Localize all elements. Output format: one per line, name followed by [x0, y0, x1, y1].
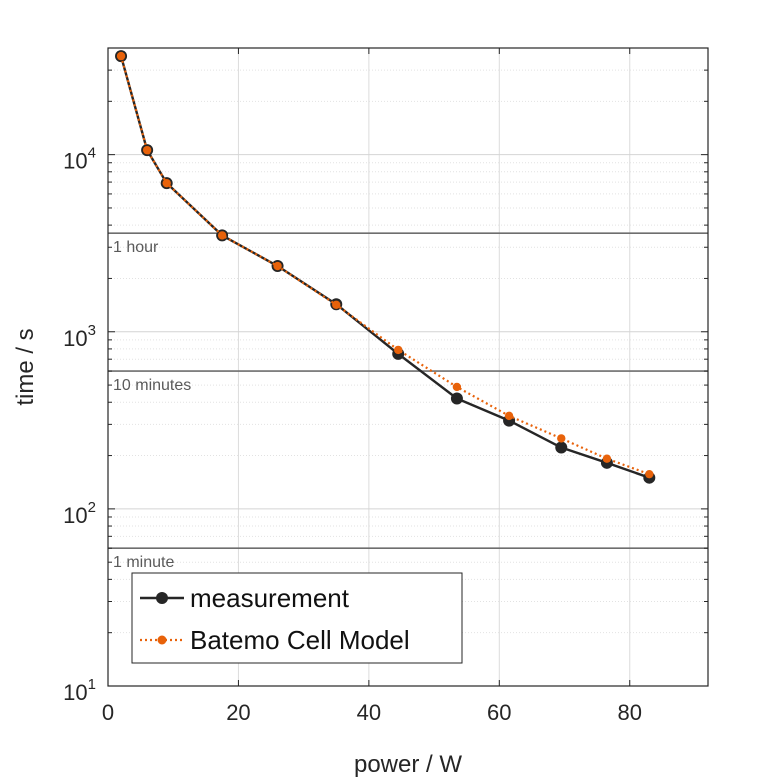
reference-line-label: 10 minutes: [113, 377, 191, 394]
reference-line-label: 1 minute: [113, 554, 174, 571]
legend-label-measurement: measurement: [190, 583, 350, 613]
data-point-model: [394, 345, 403, 355]
legend-marker-measurement: [156, 592, 168, 604]
series-line-measurement: [119, 55, 650, 479]
axis-ticks: [107, 47, 708, 687]
data-point-model: [162, 178, 171, 188]
y-tick-labels: 101 102 103 104: [63, 145, 96, 705]
x-tick-label: 20: [226, 700, 250, 725]
x-tick-label: 80: [617, 700, 641, 725]
data-point-model: [217, 231, 227, 240]
x-axis-label: power / W: [354, 751, 462, 778]
legend-box: [131, 572, 463, 664]
reference-line-label: 1 hour: [113, 239, 159, 256]
x-tick-label: 40: [357, 700, 381, 725]
legend-label-model: Batemo Cell Model: [190, 625, 410, 655]
legend-marker-model: [157, 635, 167, 645]
data-point-measurement: [450, 392, 463, 405]
x-tick-label: 0: [102, 700, 114, 725]
data-point-model: [142, 145, 152, 155]
y-axis-label: time / s: [12, 328, 39, 405]
y-tick-label: 104: [63, 145, 96, 174]
data-series: [115, 50, 656, 484]
x-tick-label: 60: [487, 700, 511, 725]
y-tick-label: 102: [63, 499, 96, 528]
data-point-model: [332, 300, 341, 309]
data-point-model: [557, 434, 566, 443]
y-tick-label: 101: [63, 676, 96, 705]
data-point-model: [452, 382, 462, 392]
plot-frame: [107, 47, 709, 687]
legend: measurement Batemo Cell Model: [131, 572, 463, 664]
data-point-measurement: [555, 441, 568, 454]
reference-lines: 1 hour 10 minutes 1 minute: [108, 232, 708, 571]
x-tick-labels: 0 20 40 60 80: [102, 700, 642, 725]
series-line-model: [119, 55, 650, 476]
y-tick-label: 103: [63, 322, 96, 351]
data-point-model: [504, 411, 514, 421]
data-point-model: [273, 261, 282, 271]
data-point-model: [645, 469, 654, 479]
data-point-model: [116, 51, 126, 61]
data-point-model: [602, 454, 612, 463]
